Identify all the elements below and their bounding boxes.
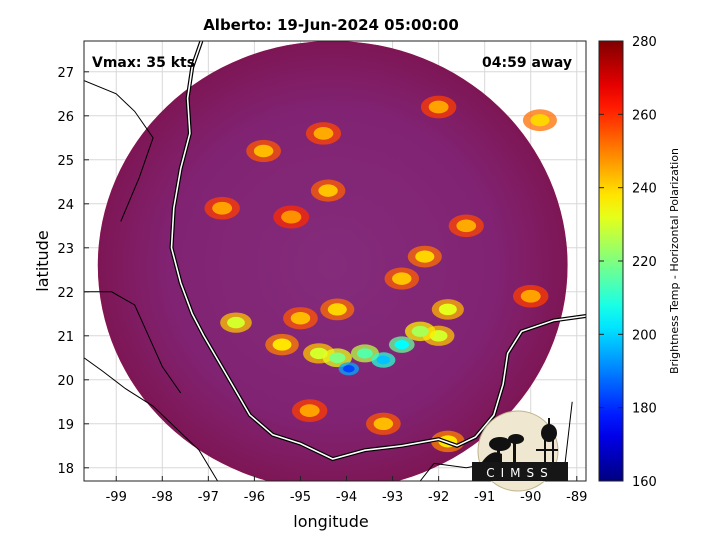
brightness-feature: [227, 316, 245, 329]
y-tick-label: 19: [57, 418, 74, 433]
x-tick-label: -96: [244, 490, 265, 505]
coastline: [170, 41, 586, 460]
colorbar-tick-label: 220: [632, 255, 657, 270]
brightness-feature: [212, 201, 233, 215]
x-tick-label: -95: [290, 490, 311, 505]
vmax-annotation: Vmax: 35 kts: [92, 55, 195, 71]
brightness-feature: [299, 404, 320, 417]
colorbar-ticks: 160 180 200 220 240 260 280: [599, 35, 657, 490]
brightness-feature: [318, 184, 338, 197]
cimss-logo-text: CIMSS: [486, 466, 554, 480]
brightness-feature: [530, 114, 550, 127]
y-tick-label: 21: [57, 330, 74, 345]
y-tick-label: 18: [57, 462, 74, 477]
colorbar-tick-label: 160: [632, 475, 657, 490]
brightness-feature: [272, 338, 292, 351]
y-tick-label: 20: [57, 374, 74, 389]
state-border: [84, 291, 182, 394]
brightness-feature: [411, 325, 429, 337]
x-tick-label: -89: [566, 490, 587, 505]
x-tick-label: -97: [198, 490, 219, 505]
x-tick-label: -93: [382, 490, 403, 505]
brightness-feature: [327, 303, 347, 316]
brightness-feature: [313, 127, 334, 140]
swath-layer: [97, 41, 568, 481]
y-axis-label: latitude: [33, 230, 52, 291]
eta-annotation: 04:59 away: [482, 55, 572, 71]
brightness-feature: [290, 311, 311, 325]
x-tick-label: -94: [336, 490, 357, 505]
colorbar-tick-label: 200: [632, 328, 657, 343]
colorbar-tick-label: 280: [632, 35, 657, 50]
brightness-feature: [392, 272, 412, 285]
chart-title: Alberto: 19-Jun-2024 05:00:00: [203, 16, 459, 34]
state-border: [84, 357, 219, 481]
x-axis-label: longitude: [293, 512, 368, 531]
brightness-feature: [281, 210, 302, 224]
swath-shading: [97, 41, 568, 481]
x-tick-label: -90: [520, 490, 541, 505]
x-tick-label: -98: [152, 490, 173, 505]
x-tick-label: -92: [428, 490, 449, 505]
brightness-feature: [520, 289, 541, 303]
brightness-feature: [253, 144, 274, 158]
brightness-feature: [373, 417, 394, 431]
y-tick-label: 22: [57, 286, 74, 301]
plot-frame: [83, 40, 587, 482]
brightness-feature: [428, 100, 449, 114]
brightness-feature: [456, 219, 477, 233]
x-axis-ticks: -99 -98 -97 -96 -95 -94 -93 -92 -91 -90 -89: [106, 476, 587, 505]
y-axis-ticks: 18 19 20 21 22 23 24 25 26 27: [57, 66, 89, 477]
y-tick-label: 23: [57, 242, 74, 257]
y-tick-label: 26: [57, 110, 74, 125]
x-tick-label: -99: [106, 490, 127, 505]
y-tick-label: 24: [57, 198, 74, 213]
y-tick-label: 27: [57, 66, 74, 81]
y-tick-label: 25: [57, 154, 74, 169]
brightness-feature: [343, 365, 355, 373]
state-border: [84, 80, 154, 222]
colorbar-tick-label: 240: [632, 182, 657, 197]
brightness-feature: [415, 250, 435, 263]
colorbar-label: Brightness Temp - Horizontal Polarizatio…: [668, 148, 681, 374]
brightness-feature: [329, 352, 346, 364]
colorbar-tick-label: 180: [632, 402, 657, 417]
brightness-feature: [394, 339, 409, 350]
brightness-feature: [357, 348, 373, 359]
brightness-feature: [376, 355, 391, 365]
brightness-feature: [438, 303, 457, 316]
cimss-logo: CIMSS: [472, 410, 568, 492]
colorbar-tick-label: 260: [632, 108, 657, 123]
x-tick-label: -91: [474, 490, 495, 505]
